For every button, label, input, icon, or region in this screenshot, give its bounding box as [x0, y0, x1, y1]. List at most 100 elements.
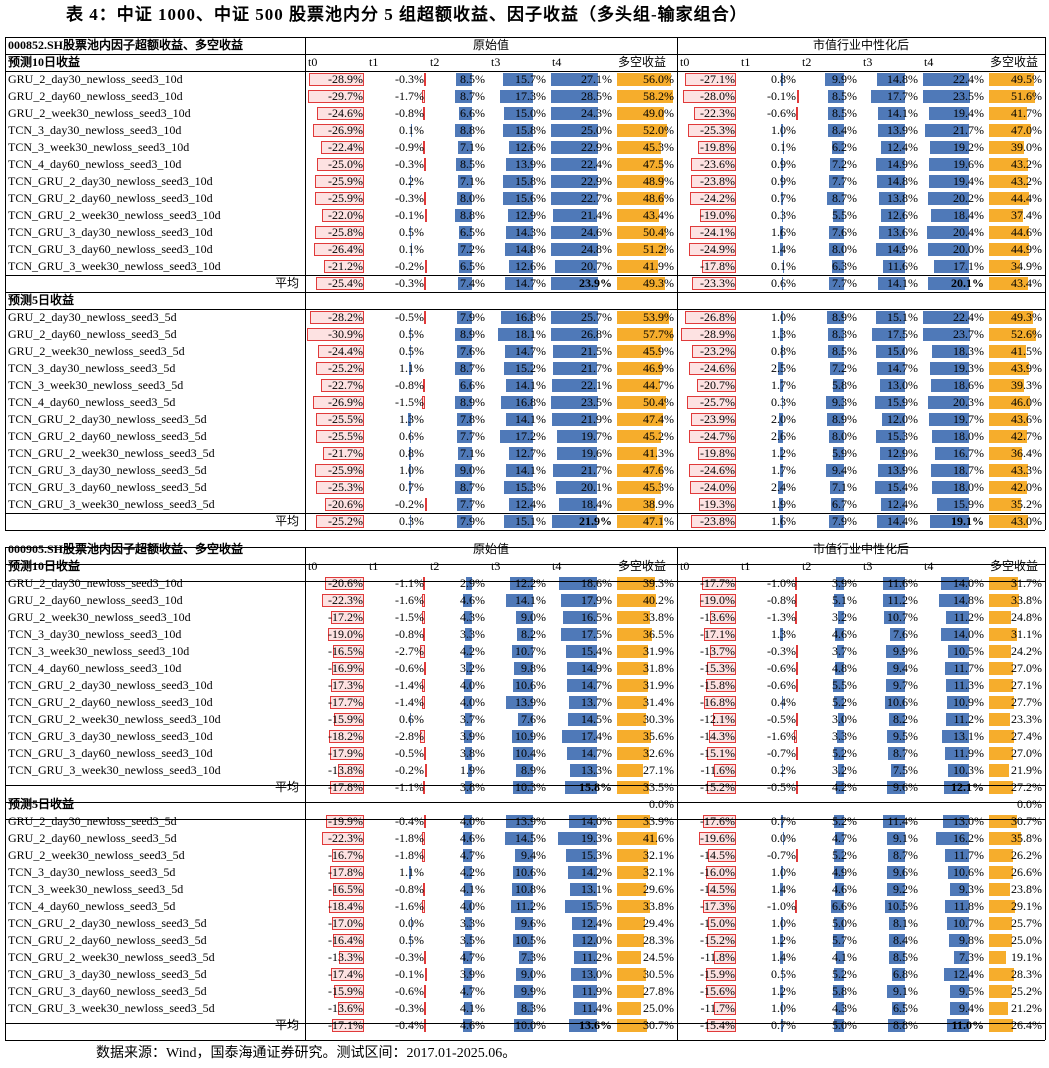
- negative-bar: [338, 951, 364, 964]
- value-text: -13.8%: [328, 763, 363, 777]
- value-text: 9.3%: [959, 882, 984, 896]
- long-short-bar: [617, 328, 673, 341]
- positive-bar: [875, 430, 905, 443]
- positive-bar: [504, 345, 533, 358]
- value-text: -1.5%: [395, 395, 424, 409]
- value-cell: 12.7%: [488, 445, 549, 462]
- value-cell: -0.3%: [366, 1000, 427, 1017]
- positive-bar: [457, 498, 472, 511]
- long-short-bar: [617, 158, 663, 171]
- long-short-bar: [617, 985, 644, 998]
- value-cell: 31.9%: [615, 643, 677, 660]
- negative-bar: [321, 141, 364, 154]
- value-text: 6.6%: [460, 378, 485, 392]
- column-divider: [1045, 547, 1046, 1040]
- column-header: 多空收益: [990, 55, 1039, 69]
- value-cell: -0.6%: [738, 677, 799, 694]
- value-cell: 24.5%: [615, 949, 677, 966]
- value-text: 45.3%: [643, 480, 674, 494]
- value-text: 32.1%: [643, 865, 674, 879]
- value-cell: -13.7%: [677, 643, 738, 660]
- negative-bar: [706, 1019, 736, 1032]
- value-cell: 43.6%: [987, 411, 1045, 428]
- value-cell: 27.0%: [987, 745, 1045, 762]
- value-cell: 0.5%: [366, 326, 427, 343]
- positive-bar: [878, 464, 905, 477]
- value-text: 39.3%: [643, 576, 674, 590]
- value-text: -0.6%: [767, 678, 796, 692]
- value-cell: 27.0%: [987, 660, 1045, 677]
- value-cell: 6.3%: [799, 258, 860, 275]
- value-cell: 14.9%: [860, 241, 921, 258]
- value-cell: -0.8%: [738, 592, 799, 609]
- value-cell: 10.6%: [488, 864, 549, 881]
- value-cell: -21.2%: [305, 258, 366, 275]
- value-text: 11.7%: [953, 848, 984, 862]
- extra-value: 0.0%: [649, 797, 674, 811]
- value-cell: 13.9%: [488, 694, 549, 711]
- value-text: 16.5%: [581, 610, 612, 624]
- value-cell: 27.4%: [987, 728, 1045, 745]
- value-text: 15.3%: [887, 429, 918, 443]
- factor-name: TCN_GRU_3_day30_newloss_seed3_5d: [8, 967, 207, 981]
- factor-return-table: 000852.SH股票池内因子超额收益、多空收益 原始值 市值行业中性化后 预测10日…: [5, 37, 1046, 1041]
- value-text: 14.8%: [887, 174, 918, 188]
- value-text: 14.8%: [887, 72, 918, 86]
- value-cell: -19.3%: [677, 496, 738, 513]
- column-header: t0: [308, 55, 318, 69]
- long-short-bar: [989, 577, 1018, 590]
- value-cell: 14.1%: [488, 592, 549, 609]
- value-cell: 12.0%: [549, 932, 615, 949]
- value-cell: 9.7%: [860, 677, 921, 694]
- negative-bar: [707, 747, 736, 760]
- table-row: TCN_3_day30_newloss_seed3_5d -25.2% 1.1% 8.…: [5, 360, 1045, 377]
- positive-bar: [458, 175, 472, 188]
- value-text: 6.7%: [832, 497, 857, 511]
- positive-bar: [944, 781, 970, 794]
- factor-name: TCN_GRU_3_day60_newloss_seed3_5d: [8, 480, 207, 494]
- value-cell: 26.6%: [987, 864, 1045, 881]
- positive-bar: [954, 951, 970, 964]
- column-divider: [5, 37, 6, 530]
- value-text: 43.4%: [1011, 276, 1042, 290]
- value-cell: 15.3%: [860, 428, 921, 445]
- long-short-bar: [617, 934, 645, 947]
- positive-bar: [505, 832, 533, 845]
- long-short-bar: [989, 866, 1013, 879]
- positive-bar: [782, 141, 784, 154]
- value-cell: 1.0%: [738, 864, 799, 881]
- value-text: -16.0%: [700, 865, 735, 879]
- positive-bar: [946, 1019, 970, 1032]
- value-text: 44.4%: [1011, 191, 1042, 205]
- value-text: 15.8%: [515, 174, 546, 188]
- value-cell: 7.3%: [488, 949, 549, 966]
- value-cell: 51.2%: [615, 241, 677, 258]
- value-text: 19.6%: [581, 446, 612, 460]
- value-text: 17.7%: [887, 89, 918, 103]
- positive-bar: [832, 934, 844, 947]
- value-text: 1.9%: [771, 497, 796, 511]
- positive-bar: [927, 192, 970, 205]
- value-cell: 11.4%: [860, 813, 921, 830]
- value-text: 8.9%: [460, 395, 485, 409]
- long-short-bar: [617, 866, 649, 879]
- value-cell: 17.9%: [549, 592, 615, 609]
- value-cell: 6.6%: [799, 898, 860, 915]
- positive-bar: [833, 209, 844, 222]
- value-text: 10.5%: [887, 899, 918, 913]
- negative-bar: [706, 662, 736, 675]
- value-cell: 33.5%: [615, 779, 677, 796]
- value-text: -15.8%: [700, 678, 735, 692]
- value-cell: 0.6%: [738, 275, 799, 292]
- column-header: t3: [491, 55, 501, 69]
- positive-bar: [564, 781, 598, 794]
- table-row: TCN_GRU_2_day60_newloss_seed3_5d -16.4% 0.…: [5, 932, 1045, 949]
- value-text: 34.9%: [1011, 259, 1042, 273]
- value-text: -1.1%: [395, 576, 424, 590]
- long-short-bar: [617, 175, 665, 188]
- negative-bar: [794, 611, 797, 624]
- value-text: 4.0%: [460, 695, 485, 709]
- average-label: 平均: [274, 780, 299, 794]
- value-text: 0.7%: [771, 191, 796, 205]
- value-text: 0.3%: [399, 514, 424, 528]
